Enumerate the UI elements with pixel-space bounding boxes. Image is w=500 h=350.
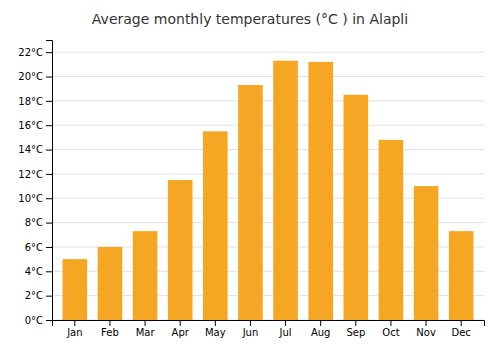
tick: Apr [172,320,190,338]
tick-mark [145,320,146,326]
tick-label: 8°C [25,217,43,228]
chart: 0°C 2°C 4°C 6°C 8°C 10°C 12°C 14°C 16°C 18°C 20°C 2… [0,0,500,350]
tick-label: Jan [66,327,82,338]
tick-label: 2°C [25,290,43,301]
bar [273,61,298,320]
tick-mark [46,223,52,224]
tick-label: Jul [279,327,292,338]
tick-label: Apr [172,327,190,338]
grid [52,52,484,320]
grid-line [52,173,484,174]
tick: Jan [66,320,82,338]
tick: 0°C [25,315,52,326]
tick: 20°C [18,71,52,82]
tick: Feb [101,320,119,338]
tick-mark [46,247,52,248]
tick-mark [46,198,52,199]
grid-line [52,52,484,53]
bar [203,131,228,320]
tick-label: 22°C [18,47,43,58]
bar [449,231,474,320]
tick-label: 20°C [18,71,43,82]
tick-mark [46,52,52,53]
tick: 4°C [25,266,52,277]
bar [133,231,158,320]
grid-line [52,100,484,101]
tick-mark [320,320,321,326]
tick-mark [215,320,216,326]
tick-mark [46,174,52,175]
tick-label: Feb [101,327,119,338]
tick: Oct [382,320,399,338]
tick-mark [355,320,356,326]
tick-label: Nov [416,327,436,338]
tick: 10°C [18,193,52,204]
tick-label: 10°C [18,193,43,204]
x-axis: Jan Feb Mar Apr May Jun Jul Aug Sep Oct Nov Dec [53,320,485,338]
tick: 18°C [18,96,52,107]
tick-mark [461,320,462,326]
tick: Mar [136,320,156,338]
tick-mark [109,320,110,326]
tick-label: May [205,327,226,338]
tick: Dec [451,320,470,338]
tick-label: 0°C [25,315,43,326]
tick-mark [74,320,75,326]
bar [414,186,439,320]
tick-label: Dec [451,327,470,338]
tick-mark [46,150,52,151]
tick-label: 16°C [18,120,43,131]
y-axis: 0°C 2°C 4°C 6°C 8°C 10°C 12°C 14°C 16°C 18°C 20°C 2… [18,41,52,326]
bar [238,85,263,320]
tick-label: 4°C [25,266,43,277]
tick-label: Jun [242,327,259,338]
bar [98,247,123,320]
tick-mark [46,101,52,102]
tick-label: 18°C [18,96,43,107]
tick-label: 6°C [25,242,43,253]
axis-line [53,321,485,327]
tick-mark [180,320,181,326]
tick-label: Oct [382,327,399,338]
grid-line [52,76,484,77]
bar [379,140,404,320]
tick: Sep [346,320,365,338]
grid-line [52,125,484,126]
tick: Nov [416,320,436,338]
tick: Jul [279,320,292,338]
axis-line [46,41,53,321]
tick: 8°C [25,217,52,228]
tick: 14°C [18,144,52,155]
tick-label: Mar [136,327,156,338]
tick-mark [250,320,251,326]
bar [63,259,88,320]
tick-mark [285,320,286,326]
tick: 22°C [18,47,52,58]
tick: Jun [242,320,259,338]
tick: Aug [311,320,331,338]
tick: 2°C [25,290,52,301]
tick-mark [46,320,52,321]
tick-mark [390,320,391,326]
tick-mark [426,320,427,326]
tick: 16°C [18,120,52,131]
tick-label: Sep [346,327,365,338]
tick-mark [46,125,52,126]
tick-label: 12°C [18,169,43,180]
bars [63,61,474,320]
bar [308,62,333,320]
tick-mark [46,271,52,272]
bar [168,180,193,320]
grid-line [52,149,484,150]
tick-mark [46,296,52,297]
tick-mark [46,77,52,78]
title: Average monthly temperatures (°C ) in Al… [92,11,408,27]
tick: May [205,320,226,338]
tick-label: Aug [311,327,331,338]
plot: 0°C 2°C 4°C 6°C 8°C 10°C 12°C 14°C 16°C 18°C 20°C 2… [18,41,484,339]
tick: 12°C [18,169,52,180]
tick-label: 14°C [18,144,43,155]
tick: 6°C [25,242,52,253]
bar [344,95,369,320]
